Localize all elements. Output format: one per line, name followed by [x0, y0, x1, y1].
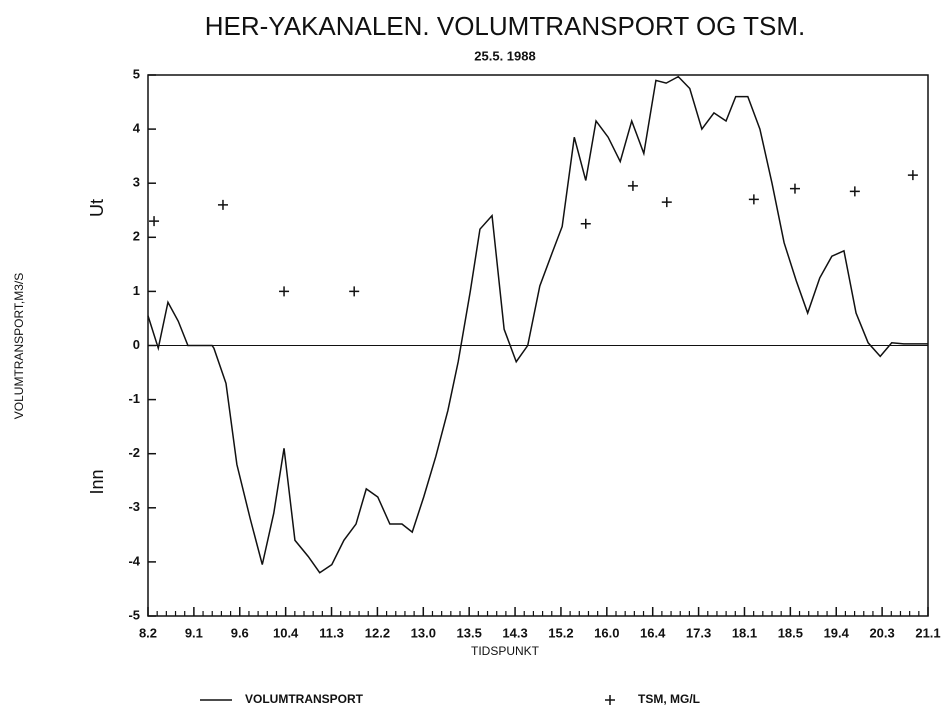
y-tick-label: -4 [128, 553, 140, 568]
x-tick-label: 17.3 [686, 625, 711, 640]
x-tick-label: 9.1 [185, 625, 203, 640]
annotation: Inn [87, 469, 107, 494]
y-tick-label: 5 [133, 66, 140, 81]
x-tick-label: 15.2 [548, 625, 573, 640]
chart-subtitle: 25.5. 1988 [474, 48, 535, 63]
y-tick-label: 0 [133, 337, 140, 352]
data-point [748, 194, 759, 205]
y-tick-label: 3 [133, 175, 140, 190]
data-point [279, 286, 290, 297]
y-tick-label: -3 [128, 499, 140, 514]
x-tick-label: 13.5 [457, 625, 482, 640]
data-line [147, 75, 928, 574]
data-point [349, 286, 360, 297]
legend-symbol [605, 695, 615, 705]
x-tick-label: 20.3 [869, 625, 894, 640]
y-tick-label: 4 [133, 121, 141, 136]
y-tick-label: 1 [133, 283, 140, 298]
x-tick-label: 9.6 [231, 625, 249, 640]
x-tick-label: 12.2 [365, 625, 390, 640]
data-point [149, 216, 160, 227]
x-tick-label: 13.0 [411, 625, 436, 640]
y-tick-label: -5 [128, 607, 140, 622]
data-point [789, 183, 800, 194]
annotation: Ut [87, 199, 107, 217]
x-tick-label: 16.4 [640, 625, 666, 640]
legend-label: TSM, MG/L [638, 692, 700, 706]
x-tick-label: 14.3 [502, 625, 527, 640]
x-tick-label: 10.4 [273, 625, 299, 640]
x-axis-label: TIDSPUNKT [471, 644, 540, 658]
x-tick-label: 18.5 [778, 625, 803, 640]
x-tick-label: 8.2 [139, 625, 157, 640]
y-tick-label: -1 [128, 391, 140, 406]
data-point [627, 180, 638, 191]
chart-title: HER-YAKANALEN. VOLUMTRANSPORT OG TSM. [205, 11, 806, 41]
x-tick-label: 19.4 [824, 625, 850, 640]
data-point [907, 170, 918, 181]
legend-label: VOLUMTRANSPORT [245, 692, 364, 706]
data-point [580, 218, 591, 229]
y-tick-label: -2 [128, 445, 140, 460]
x-tick-label: 18.1 [732, 625, 757, 640]
y-tick-label: 2 [133, 229, 140, 244]
data-point [217, 199, 228, 210]
data-point [661, 197, 672, 208]
y-axis-label: VOLUMTRANSPORT,M3/S [12, 273, 26, 419]
data-point [849, 186, 860, 197]
x-tick-label: 21.1 [915, 625, 940, 640]
x-tick-label: 11.3 [319, 625, 344, 640]
x-tick-label: 16.0 [594, 625, 619, 640]
